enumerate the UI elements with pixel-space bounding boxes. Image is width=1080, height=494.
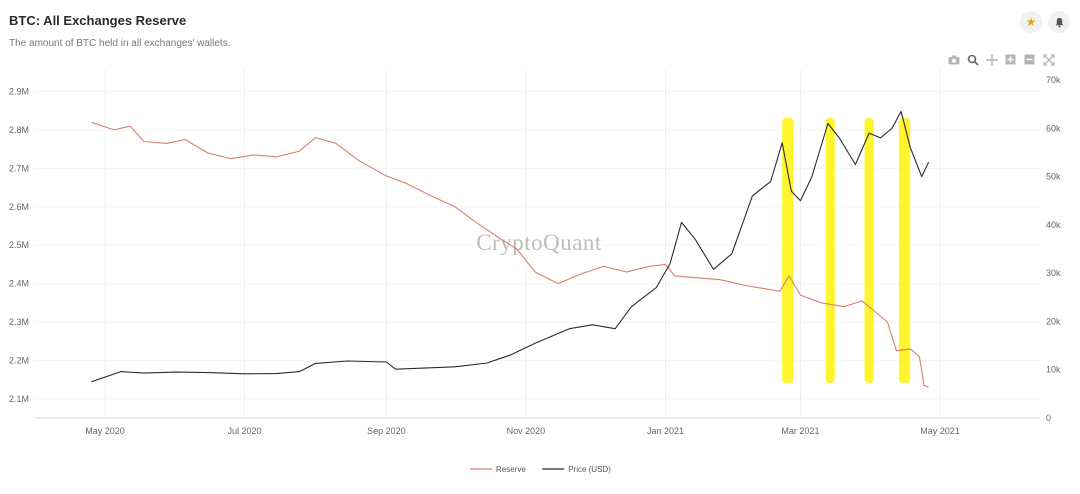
series-line-price-usd <box>91 110 930 383</box>
watermark: CryptoQuant <box>476 230 602 255</box>
y-left-tick-label: 2.6M <box>9 202 29 212</box>
y-left-tick-label: 2.5M <box>9 240 29 250</box>
y-right-tick-label: 50k <box>1046 172 1061 182</box>
legend-label[interactable]: Reserve <box>496 465 526 474</box>
y-right-tick-label: 70k <box>1046 75 1061 85</box>
legend[interactable]: Reserve Price (USD) <box>470 465 611 474</box>
pan-icon[interactable] <box>984 53 999 66</box>
axes: May 2020 Jul 2020 Sep 2020 Nov 2020 Jan 2021… <box>9 75 1061 436</box>
camera-icon[interactable] <box>946 53 961 66</box>
x-tick-label: May 2020 <box>85 426 125 436</box>
y-left-tick-label: 2.8M <box>9 125 29 135</box>
y-left-tick-label: 2.1M <box>9 394 29 404</box>
zoom-out-icon[interactable] <box>1022 53 1037 66</box>
y-left-tick-label: 2.7M <box>9 163 29 173</box>
page-subtitle: The amount of BTC held in all exchanges'… <box>9 38 231 49</box>
favorite-button[interactable]: ★ <box>1020 11 1042 33</box>
page-title: BTC: All Exchanges Reserve <box>9 13 187 28</box>
highlight-marks <box>782 118 911 383</box>
highlight-mark <box>782 118 794 383</box>
y-right-tick-label: 0 <box>1046 413 1051 423</box>
autoscale-icon[interactable] <box>1041 53 1056 66</box>
y-right-tick-label: 10k <box>1046 365 1061 375</box>
highlight-mark <box>825 118 835 383</box>
x-tick-label: Nov 2020 <box>507 426 546 436</box>
y-right-tick-label: 40k <box>1046 220 1061 230</box>
series-line-reserve <box>91 121 929 388</box>
y-right-tick-label: 20k <box>1046 316 1061 326</box>
highlight-mark <box>898 118 911 383</box>
x-tick-label: Jan 2021 <box>647 426 684 436</box>
y-right-tick-label: 60k <box>1046 123 1061 133</box>
y-left-tick-label: 2.4M <box>9 279 29 289</box>
y-right-tick-label: 30k <box>1046 268 1061 278</box>
chart-toolbar <box>946 53 1056 66</box>
x-tick-label: Mar 2021 <box>781 426 819 436</box>
y-left-tick-label: 2.9M <box>9 87 29 97</box>
highlight-mark <box>864 118 874 383</box>
bell-icon <box>1055 17 1063 28</box>
x-tick-label: May 2021 <box>920 426 960 436</box>
y-left-tick-label: 2.3M <box>9 317 29 327</box>
x-tick-label: Sep 2020 <box>367 426 406 436</box>
x-tick-label: Jul 2020 <box>228 426 262 436</box>
series-layer <box>91 110 930 388</box>
alert-button[interactable] <box>1048 11 1070 33</box>
star-icon: ★ <box>1025 15 1037 29</box>
zoom-icon[interactable] <box>965 53 980 66</box>
zoom-in-icon[interactable] <box>1003 53 1018 66</box>
y-left-tick-label: 2.2M <box>9 355 29 365</box>
legend-label[interactable]: Price (USD) <box>568 465 611 474</box>
